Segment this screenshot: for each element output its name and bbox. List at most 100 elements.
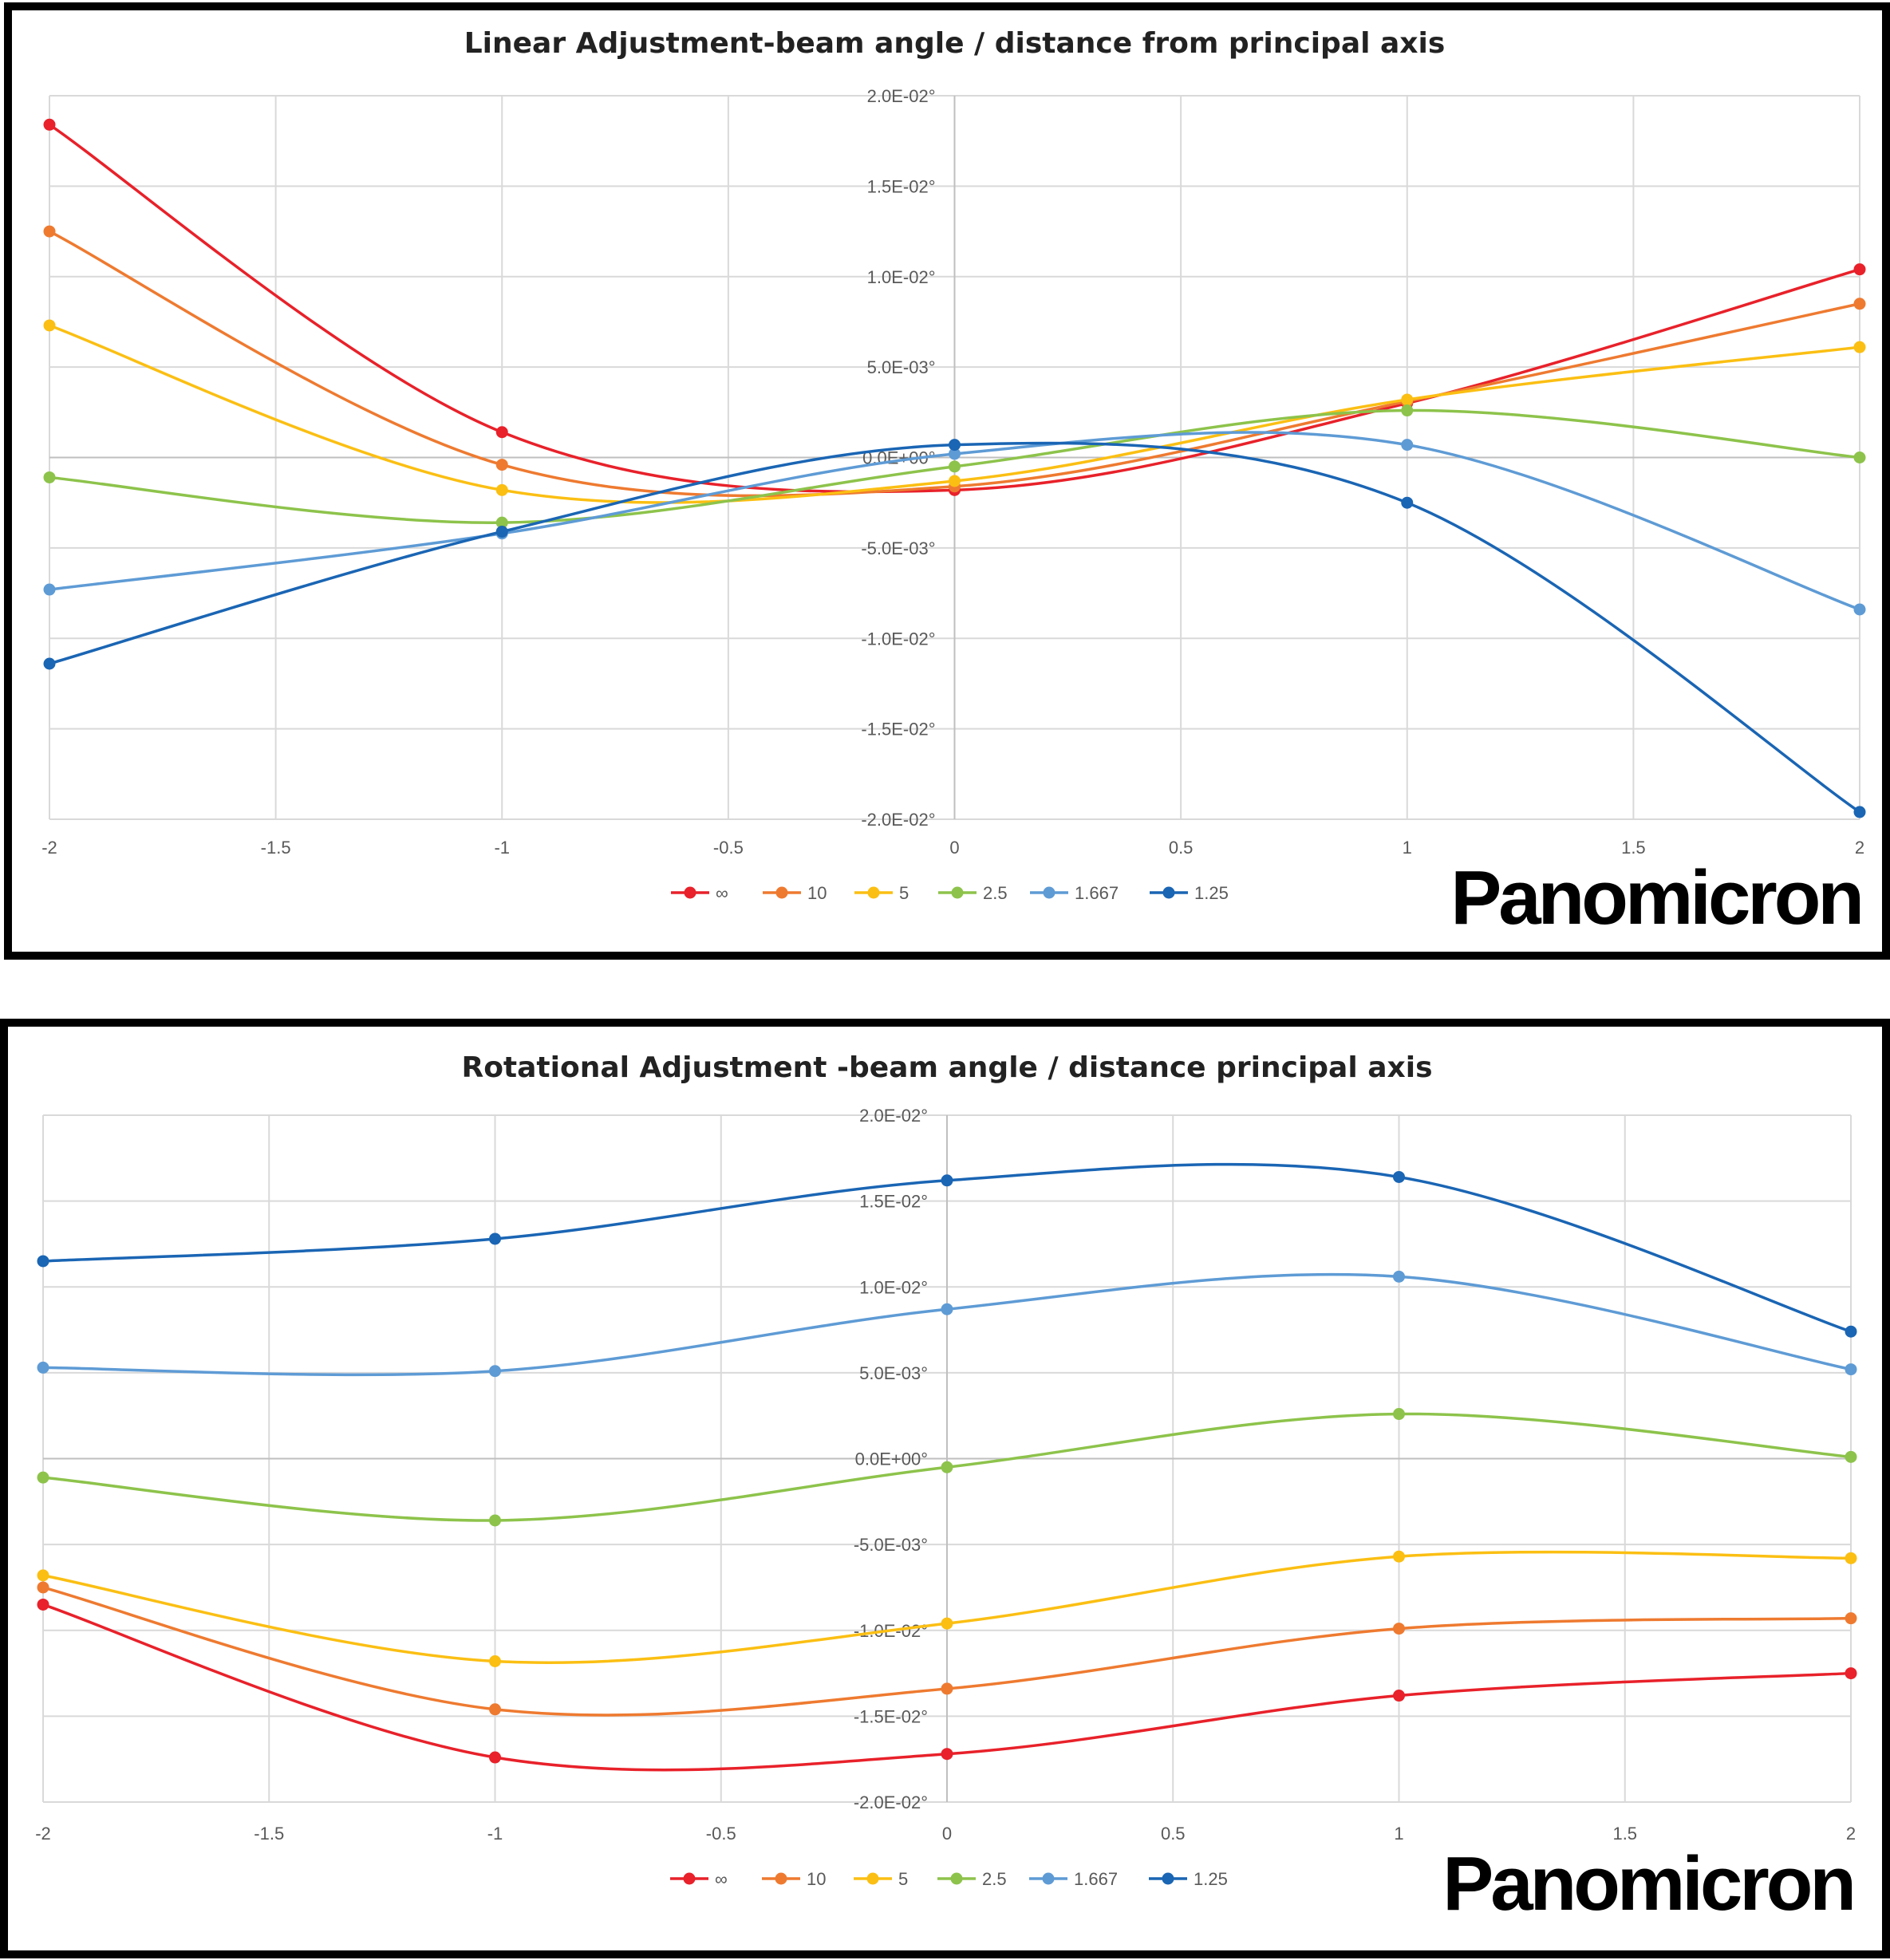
data-point: [1845, 1612, 1857, 1625]
x-tick-label: -2: [41, 838, 57, 858]
legend-item-2-5: 2.5: [937, 1869, 1007, 1889]
legend-swatch-marker: [951, 886, 964, 899]
legend-label: 1.25: [1194, 883, 1229, 903]
x-tick-label: -1.5: [261, 838, 291, 858]
y-tick-label: 5.0E-03°: [867, 357, 936, 377]
y-tick-label: 1.0E-02°: [867, 267, 936, 287]
y-tick-label: 0.0E+00°: [855, 1449, 928, 1469]
legend-item-1-25: 1.25: [1149, 1869, 1228, 1889]
data-point: [495, 483, 508, 496]
data-point: [495, 459, 508, 471]
x-tick-label: -0.5: [713, 838, 744, 858]
chart-title: Linear Adjustment-beam angle / distance …: [464, 27, 1446, 60]
data-point: [1393, 1408, 1405, 1421]
series-inf: [37, 1598, 1857, 1772]
y-tick-label: 1.5E-02°: [867, 176, 936, 196]
legend-label: 10: [807, 1869, 826, 1889]
data-point: [489, 1654, 501, 1667]
x-tick-label: -1: [487, 1824, 503, 1844]
legend-swatch-marker: [1043, 886, 1055, 899]
data-point: [1853, 452, 1866, 463]
data-point: [37, 1581, 49, 1594]
legend-item-1-667: 1.667: [1030, 883, 1119, 903]
legend: ∞ 10 5 2.5 1.667 1.25: [671, 883, 1229, 903]
legend-swatch-marker: [684, 886, 696, 899]
data-point: [489, 1365, 501, 1378]
data-point: [37, 1361, 49, 1374]
legend-swatch-marker: [775, 1872, 787, 1885]
x-tick-label: -1: [494, 838, 510, 858]
legend-item-10: 10: [763, 883, 827, 903]
y-tick-label: -5.0E-03°: [861, 538, 935, 558]
data-point: [949, 475, 961, 487]
chart-panel-linear: Linear Adjustment-beam angle / distance …: [4, 2, 1890, 960]
legend: ∞ 10 5 2.5 1.667 1.25: [670, 1869, 1228, 1889]
chart-rotational-adjustment: Rotational Adjustment -beam angle / dist…: [35, 1051, 1857, 1926]
y-tick-label: 2.0E-02°: [859, 1106, 928, 1126]
x-tick-label: 1: [1394, 1824, 1403, 1844]
legend-swatch-marker: [867, 886, 880, 899]
data-point: [941, 1303, 953, 1315]
y-tick-label: -2.0E-02°: [861, 810, 935, 830]
data-point: [489, 1514, 501, 1527]
data-point: [1845, 1667, 1857, 1680]
legend-label: 1.667: [1074, 1869, 1118, 1889]
x-tick-label: 0: [949, 838, 959, 858]
data-point: [1401, 496, 1414, 509]
data-point: [43, 471, 56, 483]
y-tick-label: 5.0E-03°: [859, 1363, 928, 1383]
data-point: [1401, 404, 1414, 417]
y-tick-label: -2.0E-02°: [854, 1792, 928, 1812]
data-point: [37, 1471, 49, 1484]
data-point: [941, 1682, 953, 1695]
data-point: [1845, 1450, 1857, 1463]
legend-swatch-marker: [1162, 886, 1175, 899]
chart-panel-rotational: Rotational Adjustment -beam angle / dist…: [0, 1019, 1890, 1958]
legend-label: 2.5: [983, 883, 1008, 903]
data-point: [495, 525, 508, 538]
data-point: [1393, 1550, 1405, 1563]
data-point: [43, 657, 56, 670]
legend-swatch-marker: [775, 886, 788, 899]
data-point: [1853, 603, 1866, 616]
data-point: [43, 118, 56, 131]
x-tick-label: 0.5: [1161, 1824, 1186, 1844]
y-tick-label: -5.0E-03°: [854, 1535, 928, 1555]
legend-item-1-25: 1.25: [1150, 883, 1229, 903]
y-tick-label: -1.0E-02°: [861, 629, 935, 649]
data-point: [1845, 1363, 1857, 1376]
legend-label: ∞: [716, 883, 728, 903]
data-point: [949, 460, 961, 473]
x-tick-label: 0.5: [1169, 838, 1194, 858]
data-point: [43, 225, 56, 238]
series-1-25: [43, 439, 1866, 818]
series-1-667: [37, 1270, 1857, 1378]
data-point: [949, 448, 961, 460]
data-point: [1393, 1623, 1405, 1635]
data-point: [941, 1748, 953, 1761]
data-point: [1845, 1552, 1857, 1564]
legend-label: 5: [899, 883, 909, 903]
legend-item-5: 5: [854, 883, 909, 903]
x-tick-label: -2: [35, 1824, 51, 1844]
data-point: [489, 1703, 501, 1716]
data-point: [495, 516, 508, 529]
panomicron-logo: Panomicron: [1450, 855, 1861, 941]
data-point: [495, 426, 508, 439]
data-point: [1853, 806, 1866, 818]
data-point: [941, 1174, 953, 1187]
legend-item-inf: ∞: [671, 883, 728, 903]
legend-swatch-marker: [950, 1872, 963, 1885]
series-2-5: [43, 404, 1866, 529]
legend-item-inf: ∞: [670, 1869, 728, 1889]
legend-label: 1.667: [1075, 883, 1119, 903]
data-point: [1845, 1325, 1857, 1338]
legend-item-2-5: 2.5: [938, 883, 1008, 903]
series-10: [37, 1581, 1857, 1717]
legend-label: 1.25: [1194, 1869, 1228, 1889]
legend-swatch-marker: [1042, 1872, 1055, 1885]
series-5: [37, 1550, 1857, 1667]
series-1-25: [37, 1162, 1857, 1338]
data-point: [941, 1461, 953, 1473]
data-point: [37, 1255, 49, 1268]
